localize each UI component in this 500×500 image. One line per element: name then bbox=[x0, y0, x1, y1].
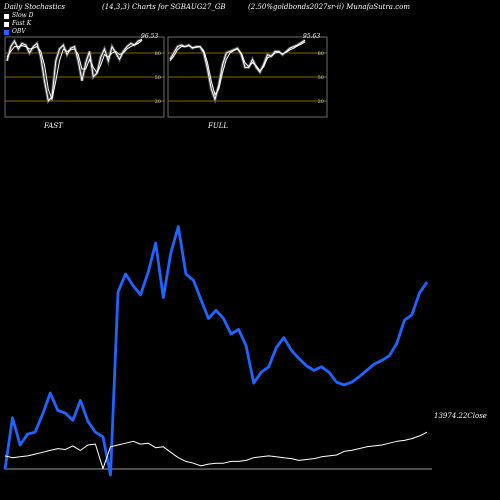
stochastic-panel-fast: 80 50 20 96.53 FAST bbox=[4, 33, 165, 130]
panel-title: FAST bbox=[43, 122, 64, 130]
legend-item-slow-d: Slow D bbox=[4, 12, 34, 20]
close-price-line bbox=[4, 431, 428, 470]
series-line-slow-d bbox=[6, 39, 143, 102]
obv-chart: 13974.22Close bbox=[3, 225, 487, 477]
series-line-fast-k bbox=[169, 39, 306, 102]
level-tick-label: 20 bbox=[155, 99, 161, 105]
legend-label: Fast K bbox=[12, 20, 32, 27]
legend-swatch-icon bbox=[4, 29, 9, 35]
last-value-label: 95.63 bbox=[303, 33, 320, 40]
level-tick-label: 20 bbox=[318, 99, 324, 105]
stochastic-panel-full: 80 50 20 95.63 FULL bbox=[167, 33, 328, 130]
level-tick-label: 50 bbox=[155, 75, 161, 81]
legend-label: OBV bbox=[12, 28, 26, 35]
close-value-label: 13974.22Close bbox=[434, 412, 487, 420]
series-line-slow-d bbox=[169, 41, 306, 96]
chart-title: (14,3,3) Charts for SGBAUG27_GB bbox=[102, 3, 226, 11]
legend-swatch-icon bbox=[4, 21, 9, 27]
obv-line bbox=[3, 225, 429, 477]
legend-swatch-icon bbox=[4, 13, 9, 19]
panel-title: FULL bbox=[207, 122, 228, 130]
source-label: (2.50%goldbonds2027sr-ii) MunafaSutra.co… bbox=[248, 3, 410, 11]
legend: Slow D Fast K OBV bbox=[4, 12, 34, 36]
legend-item-obv: OBV bbox=[4, 28, 34, 36]
level-tick-label: 80 bbox=[318, 51, 324, 57]
level-tick-label: 80 bbox=[155, 51, 161, 57]
legend-item-fast-k: Fast K bbox=[4, 20, 34, 28]
last-value-label: 96.53 bbox=[141, 33, 158, 40]
level-tick-label: 50 bbox=[318, 75, 324, 81]
chart-type-label: Daily Stochastics bbox=[4, 3, 66, 11]
legend-label: Slow D bbox=[12, 12, 34, 19]
series-line-fast-k bbox=[6, 38, 143, 103]
